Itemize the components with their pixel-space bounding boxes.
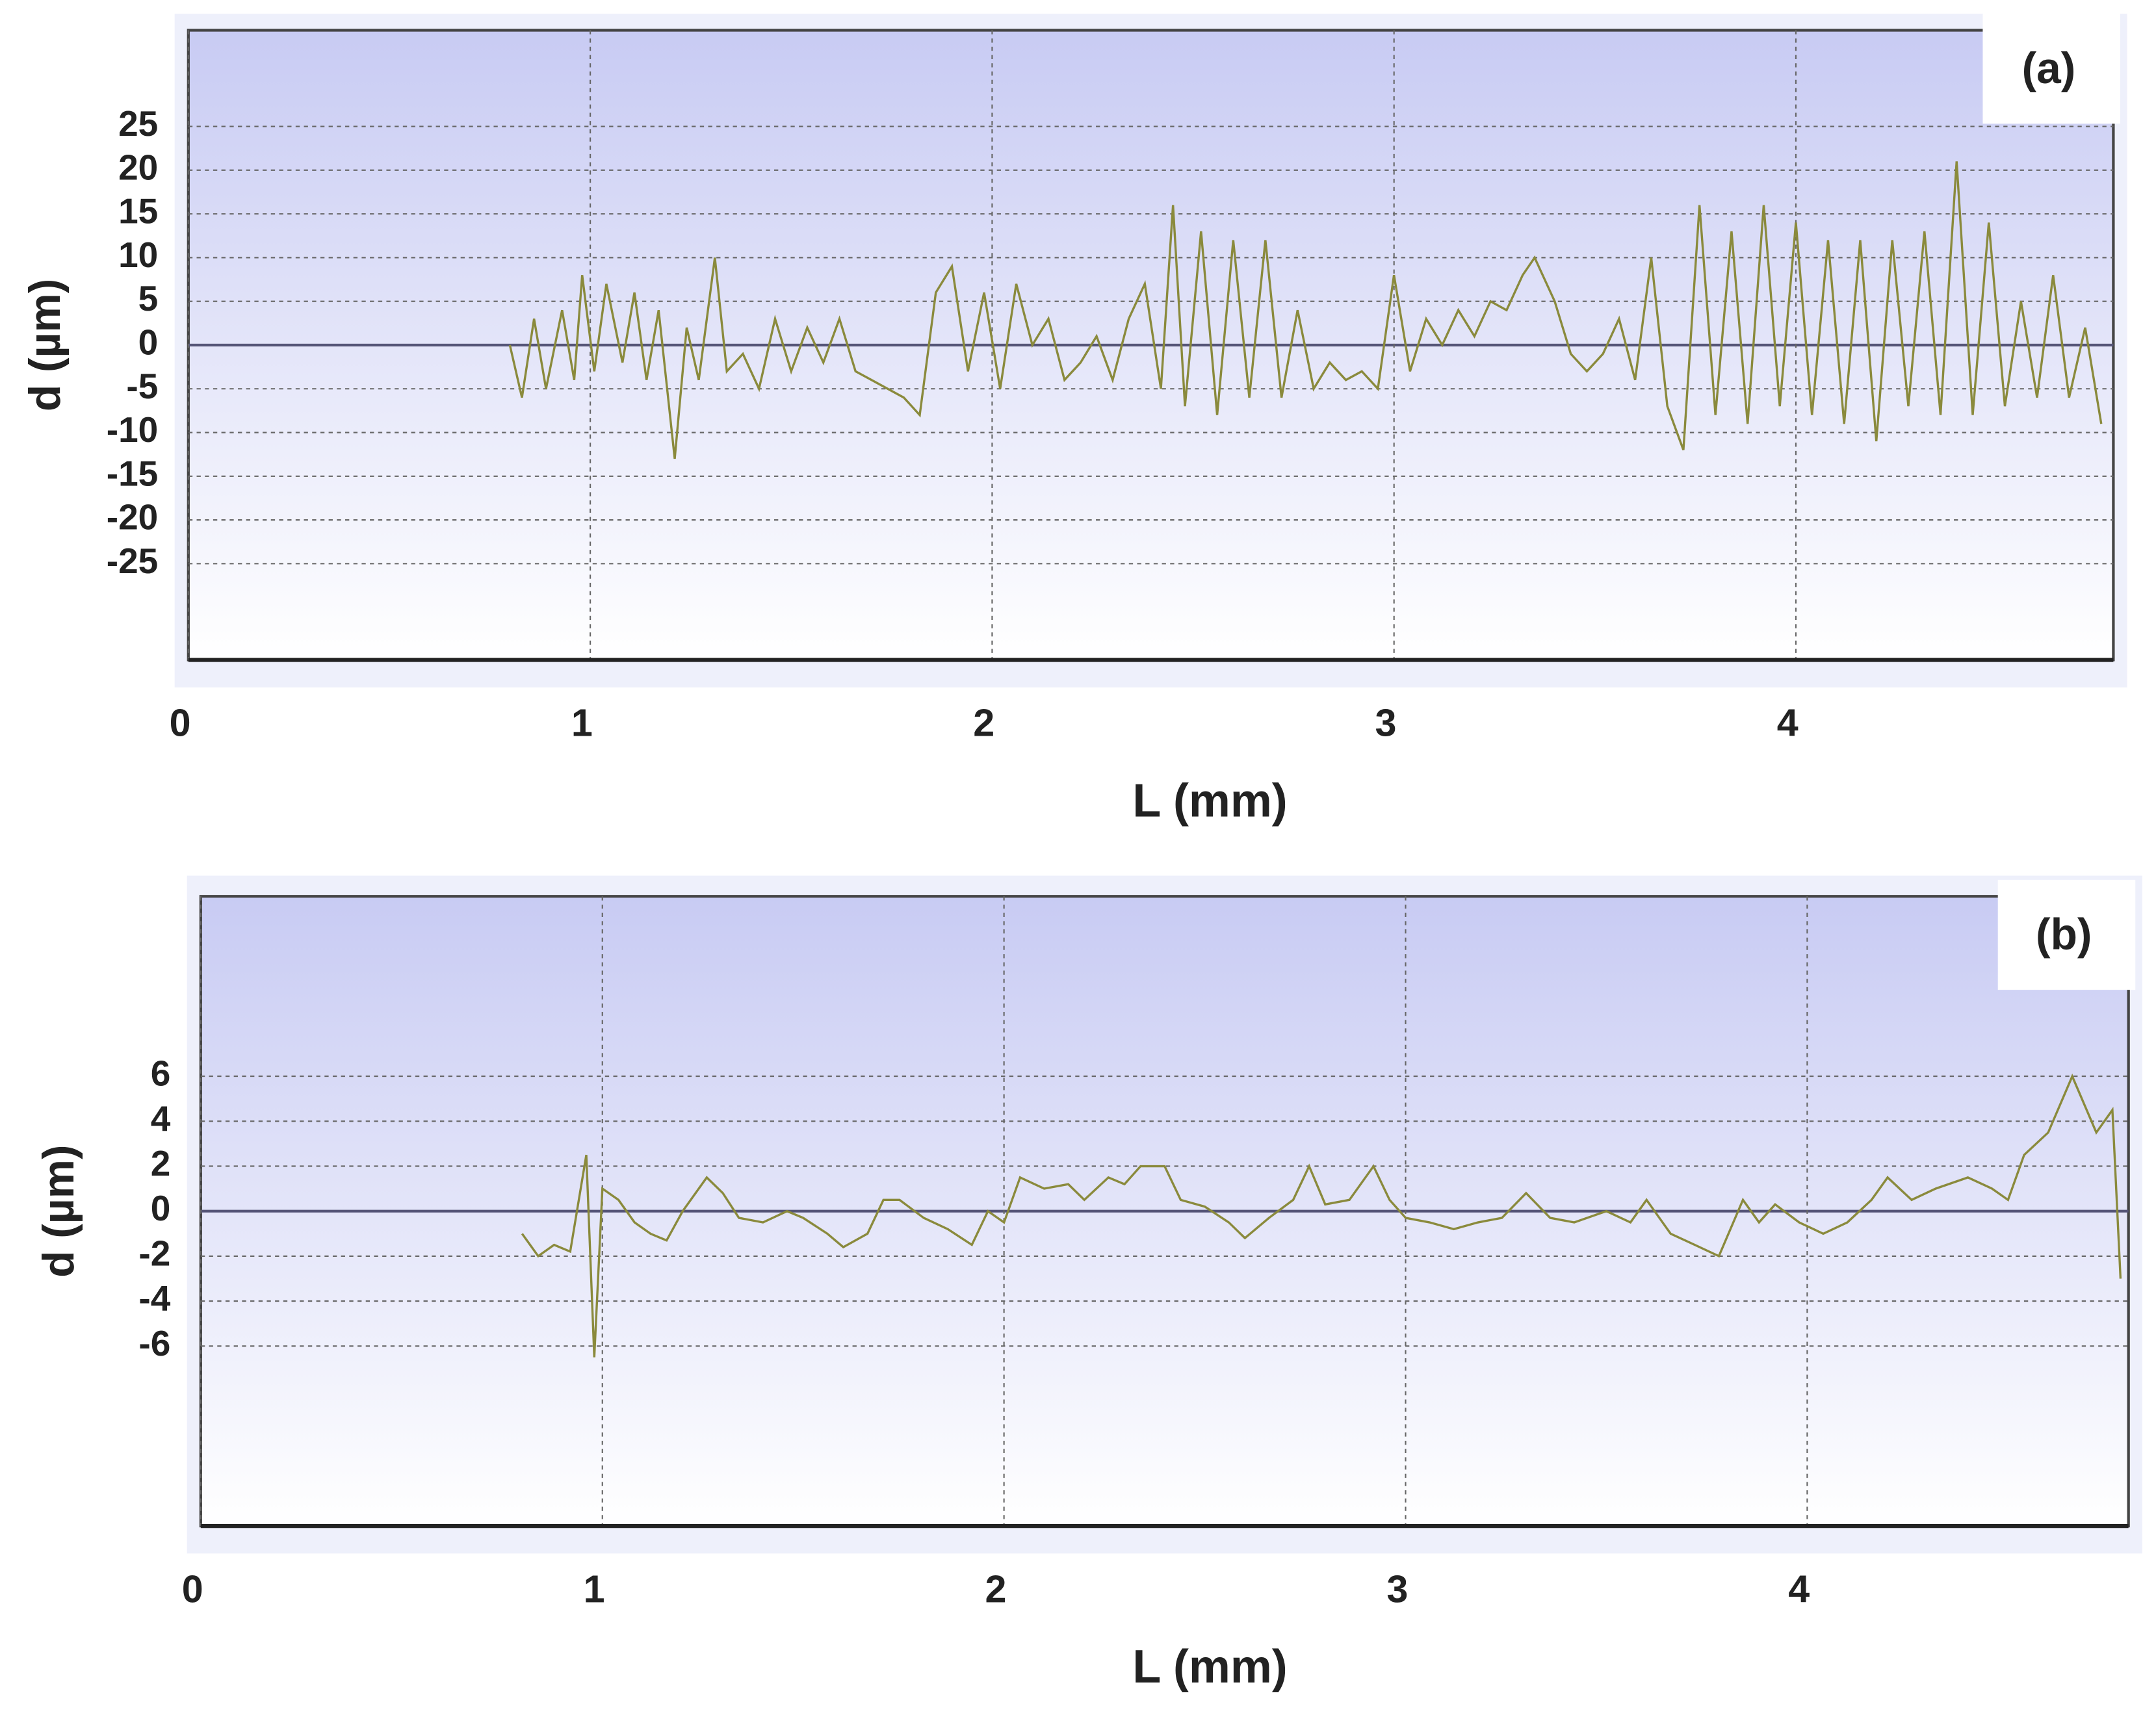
x-tick-label: 4 [1788,1567,1810,1610]
y-tick-label: -20 [107,497,158,537]
y-tick-label: -15 [107,453,158,493]
y-tick-label: 6 [151,1053,171,1094]
panel-label-box [1997,879,2136,990]
y-tick-label: 15 [118,191,158,231]
panel-label: (b) [2036,910,2092,959]
y-tick-label: -10 [107,409,158,450]
y-tick-label: -6 [138,1323,170,1363]
profile-line [508,161,2103,459]
y-tick-label: 20 [118,147,158,187]
x-tick-label: 3 [1386,1567,1408,1610]
x-tick-label: 0 [170,701,191,745]
y-tick-label: 10 [118,235,158,275]
y-tick-label: 0 [138,322,159,363]
panel-label: (a) [2022,44,2076,93]
y-tick-label: 5 [138,278,159,318]
y-axis-label: d (µm) [34,1144,83,1277]
x-tick-label: 4 [1777,701,1799,745]
x-tick-label: 1 [571,701,593,745]
y-tick-label: 4 [151,1098,171,1139]
y-axis-label: d (µm) [21,279,70,411]
x-tick-label: 0 [182,1567,203,1610]
y-tick-label: 25 [118,103,158,144]
y-tick-label: -4 [138,1278,170,1319]
x-axis-label: L (mm) [1132,1641,1287,1693]
x-axis-label: L (mm) [1132,775,1287,827]
y-tick-label: -25 [107,541,158,581]
panel-label-box [1982,14,2120,124]
x-tick-label: 1 [584,1567,605,1610]
y-tick-label: -5 [126,366,158,406]
x-tick-label: 3 [1375,701,1397,745]
y-tick-label: 2 [151,1143,171,1183]
y-tick-label: -2 [138,1233,170,1273]
y-tick-label: 0 [151,1188,171,1228]
profile-line [521,1073,2122,1358]
x-tick-label: 2 [973,701,994,745]
x-tick-label: 2 [985,1567,1006,1610]
